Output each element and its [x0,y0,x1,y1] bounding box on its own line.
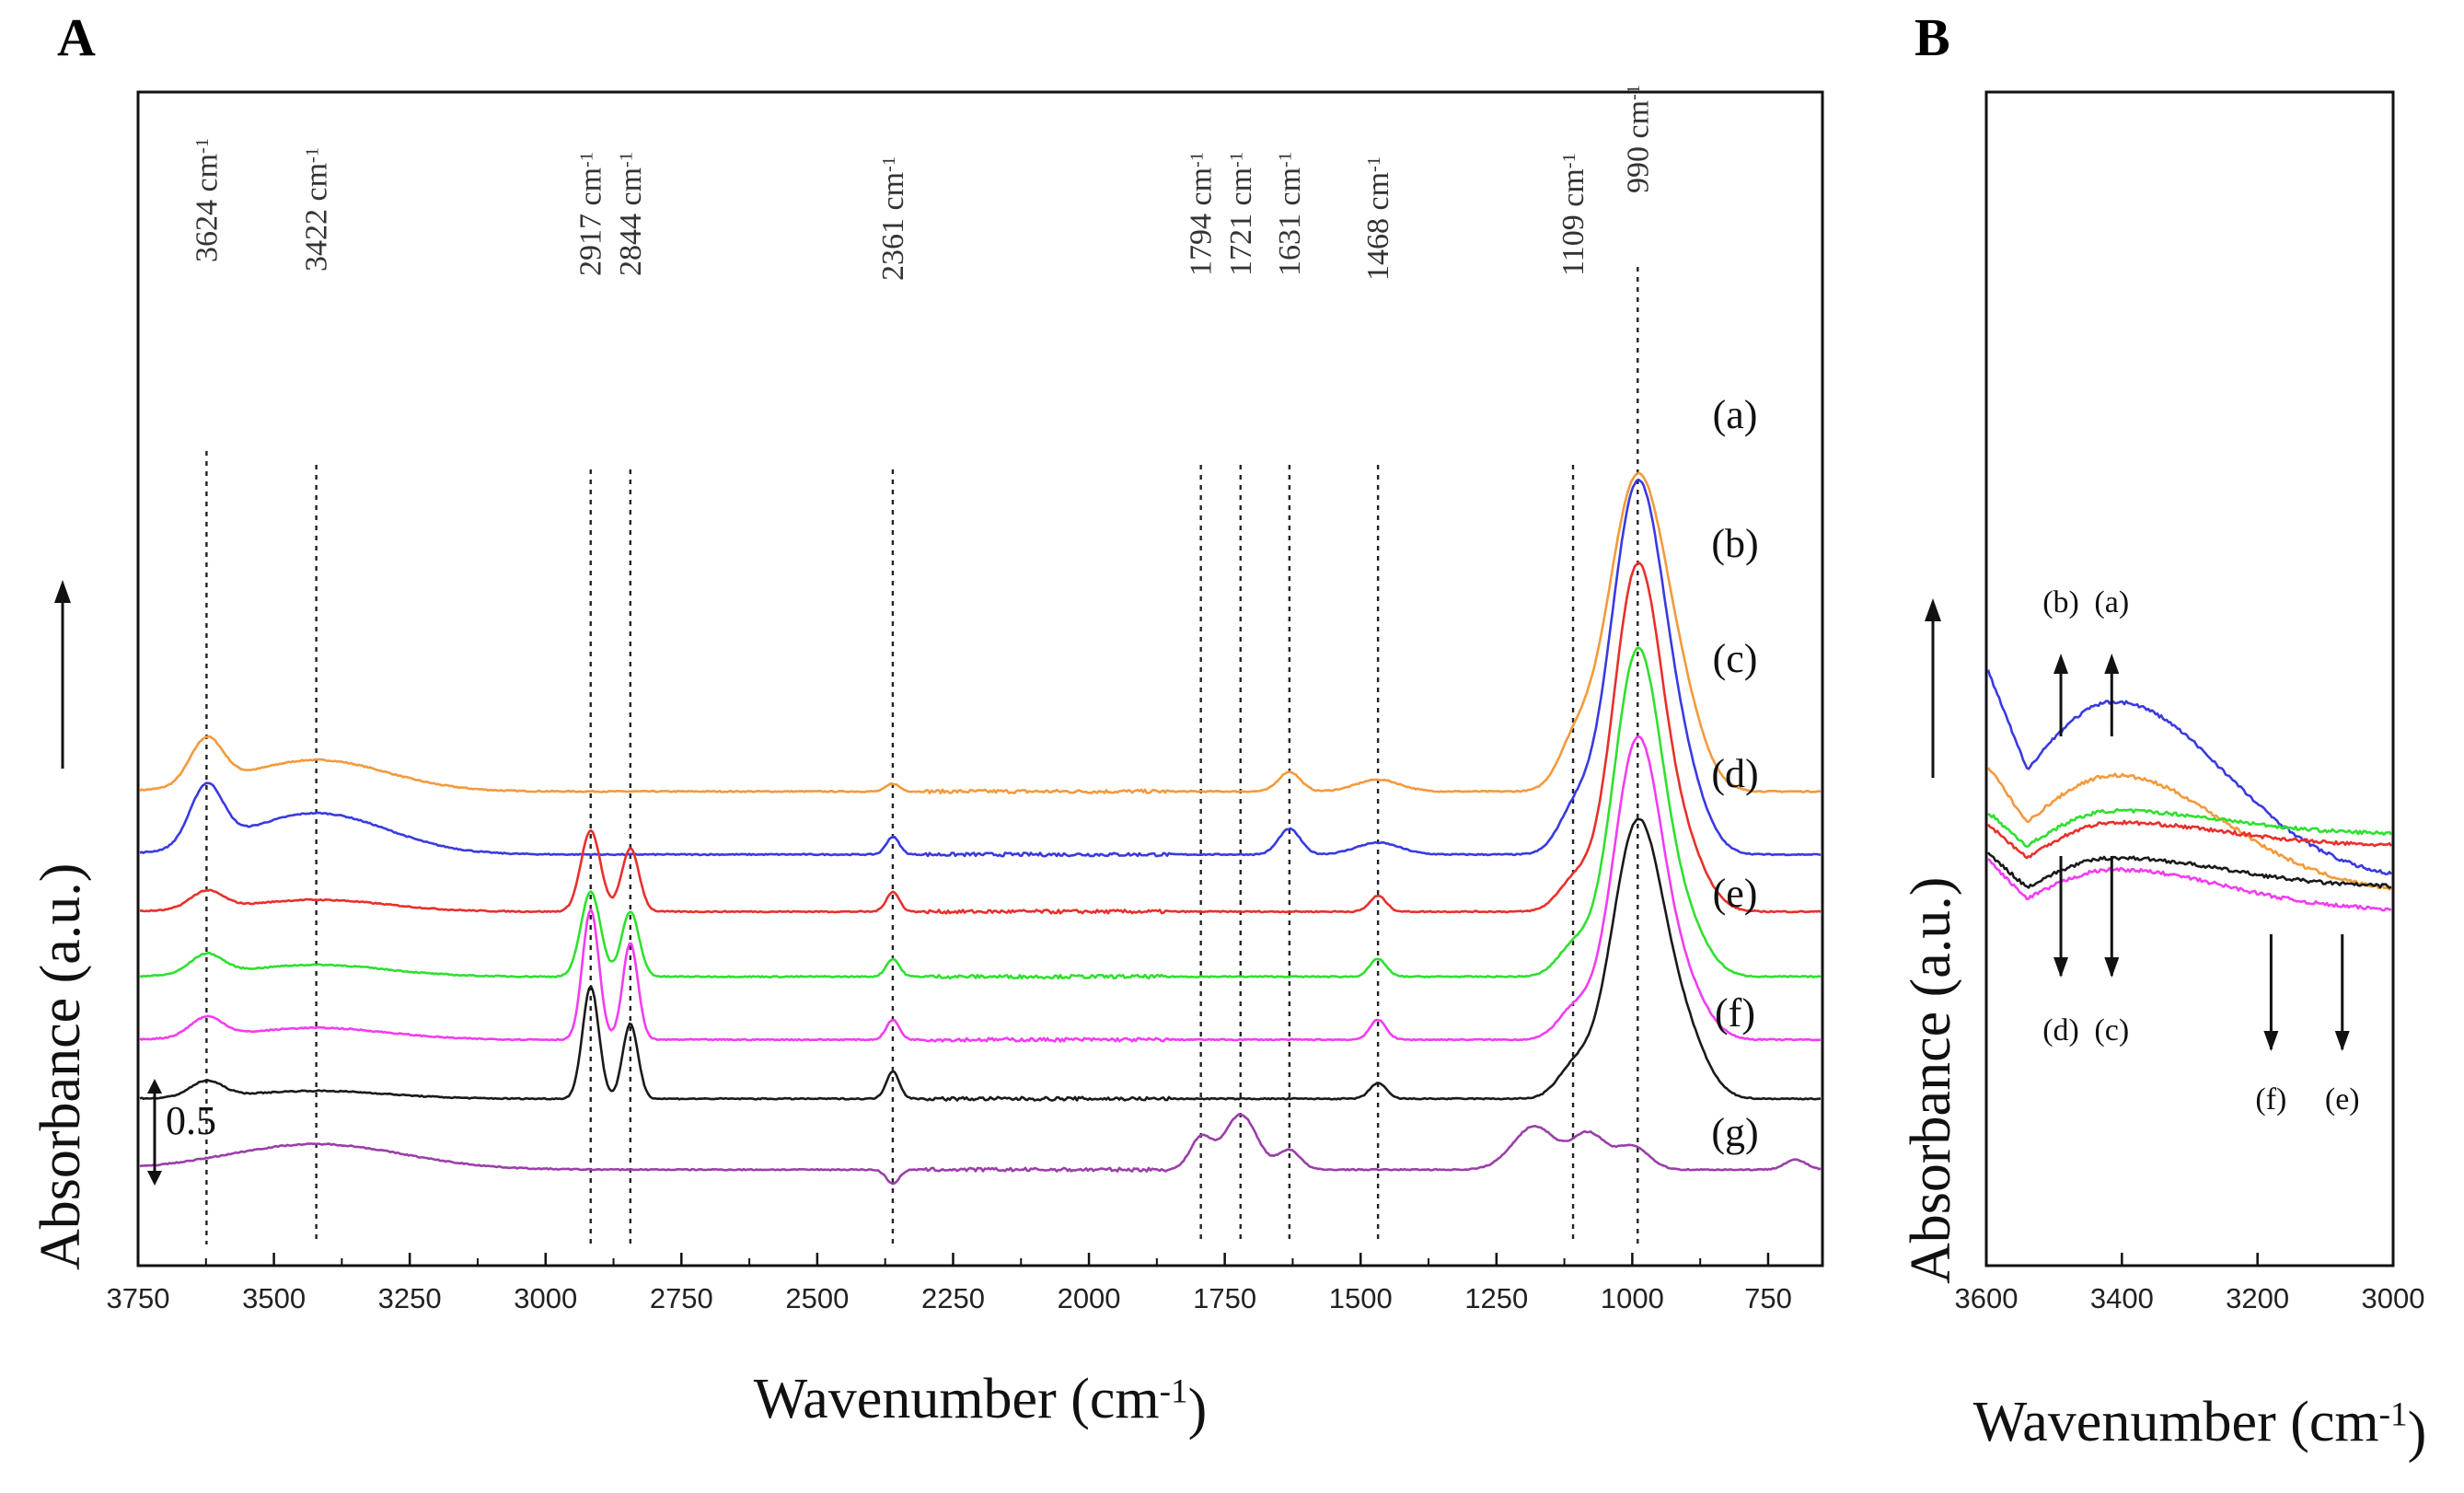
panel-b-trace-b [1986,669,2392,875]
panel-a-x-tick-label: 750 [1744,1282,1792,1314]
peak-label-1468: 1468 cm-1 [1361,156,1395,281]
series-label-e: (e) [1713,871,1758,916]
peak-label-2844: 2844 cm-1 [614,152,648,276]
panel-a-x-tick-label: 2250 [921,1282,985,1314]
series-label-d: (d) [1711,751,1758,796]
peak-label-990: 990 cm-1 [1621,85,1655,193]
panel-b-x-tick-label: 3000 [2362,1282,2425,1314]
panel-b-x-tick-label: 3400 [2090,1282,2154,1314]
panel-a-x-tick-label: 3000 [514,1282,577,1314]
scale-bar: 0.5 [147,1079,216,1186]
panel-a-plot-frame [136,90,1824,1267]
panel-a-x-tick-label: 3750 [107,1282,170,1314]
panel-b-trace-f [1986,851,2392,889]
peak-label-2361: 2361 cm-1 [876,156,910,281]
panel-a-x-tick-label: 3250 [378,1282,442,1314]
panel-b-arrow-d: (d) [2042,856,2079,1047]
panel-b-arrow-f: (f) [2255,934,2286,1117]
panel-b-arrow-label: (d) [2042,1013,2079,1047]
panel-b-plot-frame [1984,90,2395,1267]
panel-b-y-axis: Absorbance (a.u.) [1900,598,1962,1284]
panel-b-trace-d [1987,807,2393,848]
peak-label-1721: 1721 cm-1 [1224,152,1258,276]
panel-a-x-tick-label: 1750 [1193,1282,1256,1314]
peak-label-1794: 1794 cm-1 [1185,152,1219,276]
panel-b-arrows: (b) (a) (d) (c) (f) (e) [2042,585,2359,1117]
trace-b [139,478,1822,858]
series-label-b: (b) [1711,521,1758,566]
panel-b-x-ticks: 3600 3400 3200 3000 [1955,1253,2425,1314]
peak-label-3624: 3624 cm-1 [190,138,224,262]
panel-a-x-tick-label: 1500 [1329,1282,1393,1314]
panel-b-traces [1986,669,2393,912]
trace-e [139,735,1822,1043]
panel-a-x-tick-label: 2500 [785,1282,849,1314]
trace-f [139,817,1822,1102]
trace-d [139,646,1822,980]
panel-label-a: A [57,7,96,67]
panel-a-x-tick-label: 1000 [1601,1282,1664,1314]
panel-a-x-label: Wavenumber (cm-1) [754,1368,1208,1441]
panel-a-x-tick-label: 1250 [1464,1282,1528,1314]
series-label-c: (c) [1713,636,1758,681]
panel-b-arrow-a: (a) [2094,585,2129,736]
trace-c [140,561,1822,915]
panel-b-arrow-c: (c) [2094,856,2129,1047]
peak-label-3422: 3422 cm-1 [300,147,334,272]
panel-label-b: B [1915,7,1950,67]
panel-a-x-tick-label: 3500 [242,1282,306,1314]
panel-a-y-label: Absorbance (a.u.) [29,863,92,1270]
series-label-a: (a) [1713,392,1758,437]
trace-a [139,471,1822,794]
panel-a-y-axis: Absorbance (a.u.) [29,580,92,1270]
peak-label-2917: 2917 cm-1 [574,152,608,276]
trace-g [139,1113,1822,1186]
panel-a-series-labels: (a) (b) (c) (d) (e) (f) (g) [1711,392,1758,1155]
panel-b-arrow-label: (a) [2094,585,2129,619]
panel-b-arrow-label: (f) [2255,1082,2286,1117]
panel-a-x-tick-label: 2000 [1058,1282,1121,1314]
panel-b-y-label: Absorbance (a.u.) [1900,877,1962,1284]
panel-a-x-tick-label: 2750 [650,1282,713,1314]
scale-bar-label: 0.5 [166,1098,216,1143]
panel-b-arrow-e: (e) [2325,934,2360,1117]
panel-b-arrow-b: (b) [2042,585,2079,736]
panel-b-arrow-label: (c) [2094,1013,2129,1047]
panel-b-trace-e [1987,858,2392,912]
panel-b-x-tick-label: 3600 [1955,1282,2019,1314]
panel-b-trace-c [1986,819,2393,860]
panel-b-x-tick-label: 3200 [2226,1282,2289,1314]
series-label-f: (f) [1715,990,1755,1036]
panel-b-x-label: Wavenumber (cm-1) [1973,1391,2427,1464]
panel-b-arrow-label: (e) [2325,1082,2360,1117]
peak-label-1631: 1631 cm-1 [1273,152,1307,276]
panel-b-arrow-label: (b) [2042,585,2079,619]
series-label-g: (g) [1711,1110,1758,1155]
panel-a-x-ticks: 3750 3500 3250 3000 2750 2500 2250 2000 1750 1500… [107,1253,1792,1314]
panel-a-traces [139,471,1822,1186]
panel-b-trace-a [1986,767,2393,891]
peak-label-1109: 1109 cm-1 [1556,153,1591,276]
